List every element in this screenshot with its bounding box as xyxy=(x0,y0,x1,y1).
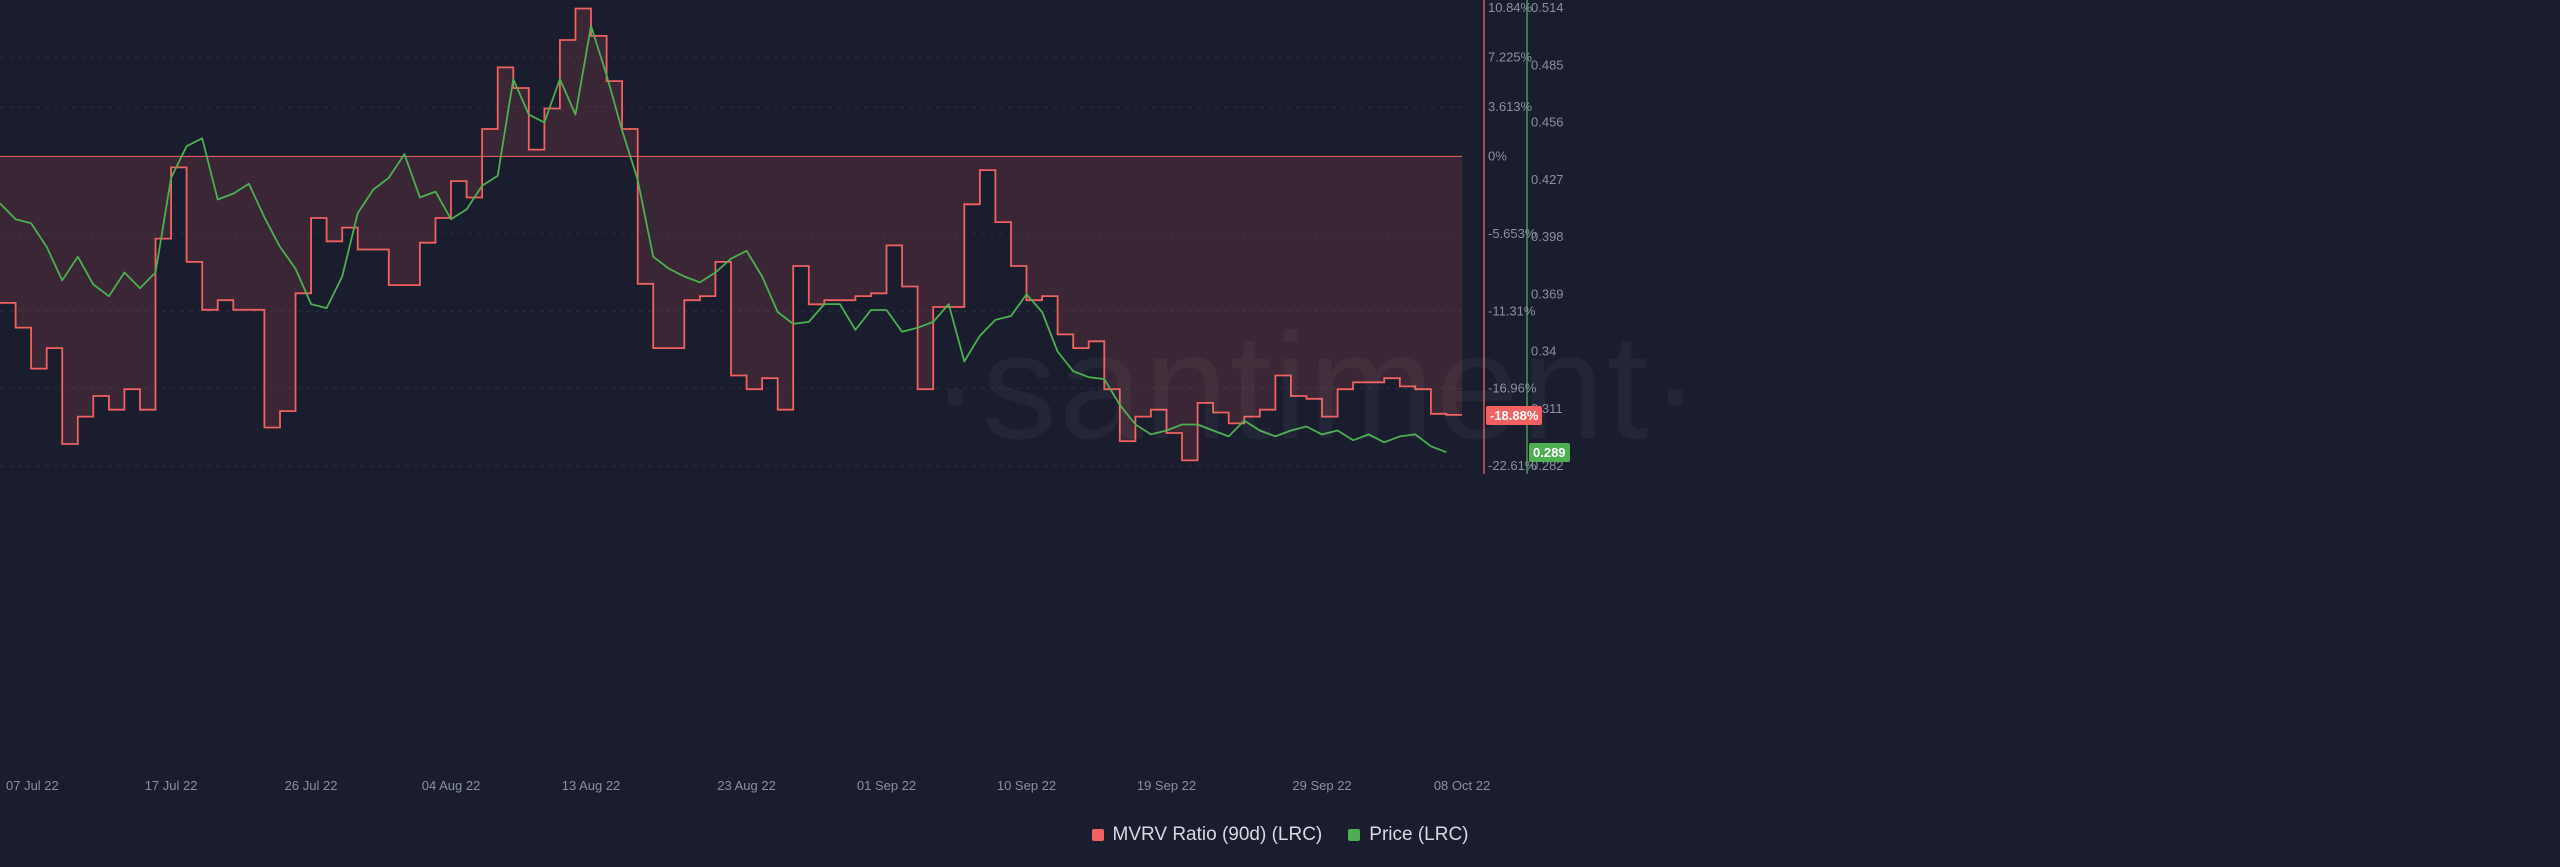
mvrv-tick-label: -11.31% xyxy=(1488,303,1536,318)
mvrv-tick-label: -16.96% xyxy=(1488,381,1537,396)
price-tick-label: 0.456 xyxy=(1531,115,1564,130)
x-tick-label: 13 Aug 22 xyxy=(562,778,621,793)
x-tick-label: 29 Sep 22 xyxy=(1292,778,1351,793)
mvrv-tick-label: -22.61% xyxy=(1488,458,1537,473)
legend-item-mvrv[interactable]: MVRV Ratio (90d) (LRC) xyxy=(1091,824,1323,846)
santiment-watermark: ·santiment· xyxy=(930,300,1702,473)
x-tick-label: 10 Sep 22 xyxy=(997,778,1056,793)
x-tick-label: 26 Jul 22 xyxy=(285,778,338,793)
price-tick-label: 0.398 xyxy=(1531,229,1564,244)
x-tick-label: 04 Aug 22 xyxy=(422,778,481,793)
price-tick-label: 0.485 xyxy=(1531,57,1564,72)
x-tick-label: 19 Sep 22 xyxy=(1137,778,1196,793)
legend-item-price[interactable]: Price (LRC) xyxy=(1348,824,1469,846)
legend: MVRV Ratio (90d) (LRC) Price (LRC) xyxy=(0,820,2560,850)
price-swatch xyxy=(1348,829,1361,841)
price-tick-label: 0.514 xyxy=(1531,0,1564,15)
mvrv-line xyxy=(0,7,1462,462)
legend-label-mvrv: MVRV Ratio (90d) (LRC) xyxy=(1112,824,1323,845)
mvrv-tick-label: -5.653% xyxy=(1488,226,1537,241)
price-tick-label: 0.34 xyxy=(1531,344,1556,359)
price-series xyxy=(0,24,1447,454)
mvrv-swatch xyxy=(1091,829,1104,841)
mvrv-area xyxy=(0,8,1462,461)
price-last-value-badge: 0.289 xyxy=(1529,443,1570,463)
x-tick-label: 07 Jul 22 xyxy=(6,778,59,793)
mvrv-series xyxy=(0,7,1462,462)
mvrv-tick-label: 7.225% xyxy=(1488,49,1533,64)
x-tick-label: 01 Sep 22 xyxy=(857,778,916,793)
x-tick-label: 08 Oct 22 xyxy=(1434,778,1490,793)
mvrv-tick-label: 0% xyxy=(1488,148,1507,163)
price-line xyxy=(0,24,1447,454)
axes: 10.84% 7.225% 3.613% 0% -5.653% -11.31% -16.96… xyxy=(6,0,1564,793)
x-tick-label: 23 Aug 22 xyxy=(717,778,776,793)
mvrv-tick-label: 10.84% xyxy=(1488,0,1533,15)
legend-label-price: Price (LRC) xyxy=(1369,824,1469,845)
x-tick-label: 17 Jul 22 xyxy=(145,778,198,793)
price-tick-label: 0.427 xyxy=(1531,172,1564,187)
mvrv-last-value-badge: -18.88% xyxy=(1486,405,1543,425)
price-tick-label: 0.369 xyxy=(1531,286,1564,301)
mvrv-tick-label: 3.613% xyxy=(1488,99,1533,114)
